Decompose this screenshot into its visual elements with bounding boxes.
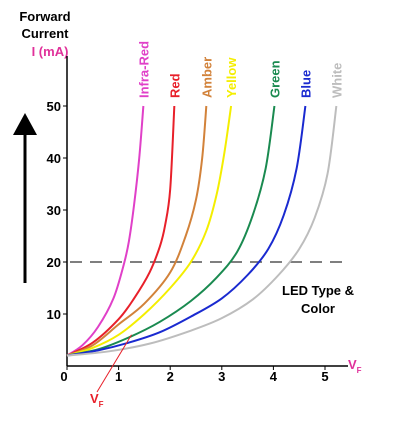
series-label-blue: Blue [298,70,313,98]
x-axis-label-subscript: F [357,366,362,375]
y-tick-label: 30 [47,203,61,218]
x-tick-label: 2 [167,369,174,384]
series-line-red [66,105,176,357]
y-axis-label: I (mA) [32,44,69,59]
series-line-yellow [66,105,233,357]
x-tick-label: 4 [270,369,278,384]
series-line-white [66,105,338,357]
x-axis-label-main: V [348,357,357,372]
note-line-1: LED Type & [282,283,354,298]
note-line-2: Color [301,301,335,316]
x-tick-label: 5 [321,369,328,384]
x-axis-label: VF [348,357,362,375]
x-tick-label: 1 [115,369,122,384]
y-tick-label: 10 [47,307,61,322]
series-label-amber: Amber [199,57,214,98]
series-label-white: White [329,63,344,98]
series-label-green: Green [267,60,282,98]
vf-annotation-main: V [90,391,99,406]
x-tick-label: 0 [60,369,67,384]
vf-annotation: VF [90,391,104,409]
series-line-blue [66,105,307,357]
vf-annotation-subscript: F [99,400,104,409]
up-arrow-icon [13,113,37,283]
y-tick-label: 50 [47,99,61,114]
chart-title-line-1: Forward [19,9,70,24]
series-label-infra-red: Infra-Red [136,41,151,98]
series-line-green [66,105,276,357]
series-line-amber [66,105,208,357]
x-tick-label: 3 [218,369,225,384]
y-tick-label: 40 [47,151,61,166]
series-label-red: Red [167,73,182,98]
series-label-yellow: Yellow [224,57,239,98]
y-tick-label: 20 [47,255,61,270]
chart-title-line-2: Current [22,26,70,41]
vf-annotation-pointer [96,334,132,393]
series-line-infra-red [66,105,145,357]
